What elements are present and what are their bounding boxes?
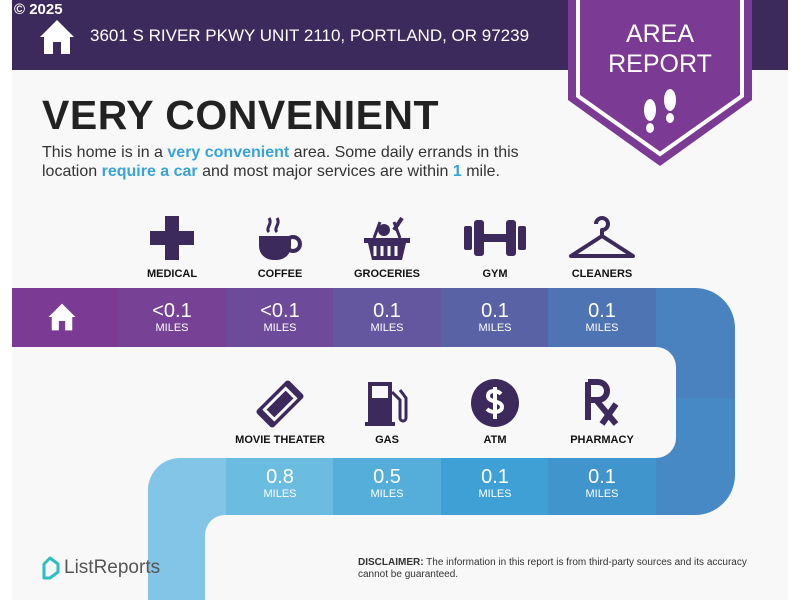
label-movie-theater: MOVIE THEATER	[235, 434, 325, 446]
hanger-icon	[548, 214, 656, 262]
grocery-basket-icon	[333, 214, 441, 262]
coffee-cup-icon	[226, 214, 334, 262]
distance-groceries: 0.1 MILES	[370, 300, 404, 334]
distance-movie-theater: 0.8 MILES	[263, 466, 297, 500]
distance-medical: <0.1 MILES	[152, 300, 192, 334]
label-medical: MEDICAL	[146, 268, 198, 280]
distance-pharmacy: 0.1 MILES	[585, 466, 619, 500]
listreports-logo-icon	[42, 556, 60, 580]
listreports-logo: ListReports	[40, 556, 160, 580]
ticket-icon	[226, 378, 334, 430]
area-report: © 2025 3601 S RIVER PKWY UNIT 2110, PORT…	[12, 0, 788, 600]
area-report-badge: AREA REPORT	[568, 0, 752, 166]
badge-line2: REPORT	[608, 50, 712, 78]
distance-gas: 0.5 MILES	[370, 466, 404, 500]
dollar-icon	[441, 378, 549, 428]
logo-text: ListReports	[64, 557, 161, 578]
label-gym: GYM	[482, 268, 508, 280]
route-path	[12, 288, 788, 600]
distance-cleaners: 0.1 MILES	[585, 300, 619, 334]
label-groceries: GROCERIES	[353, 268, 420, 280]
label-pharmacy: PHARMACY	[570, 434, 634, 446]
home-start-icon	[48, 303, 76, 331]
disclaimer: DISCLAIMER: The information in this repo…	[358, 557, 747, 580]
rx-icon	[548, 378, 656, 428]
footprints-icon	[644, 89, 676, 133]
label-atm: ATM	[483, 434, 507, 446]
distance-atm: 0.1 MILES	[478, 466, 512, 500]
property-address: 3601 S RIVER PKWY UNIT 2110, PORTLAND, O…	[90, 26, 530, 45]
dumbbell-icon	[441, 214, 549, 262]
distance-coffee: <0.1 MILES	[260, 300, 300, 334]
badge-line1: AREA	[626, 20, 694, 48]
home-icon	[40, 20, 74, 54]
medical-cross-icon	[118, 214, 226, 262]
distance-gym: 0.1 MILES	[478, 300, 512, 334]
copyright: © 2025	[14, 1, 63, 18]
gas-pump-icon	[333, 378, 441, 428]
label-coffee: COFFEE	[257, 268, 303, 280]
label-gas: GAS	[375, 434, 399, 446]
headline: VERY CONVENIENT	[42, 92, 440, 138]
description: This home is in a very convenient area. …	[42, 144, 519, 180]
label-cleaners: CLEANERS	[571, 268, 633, 280]
